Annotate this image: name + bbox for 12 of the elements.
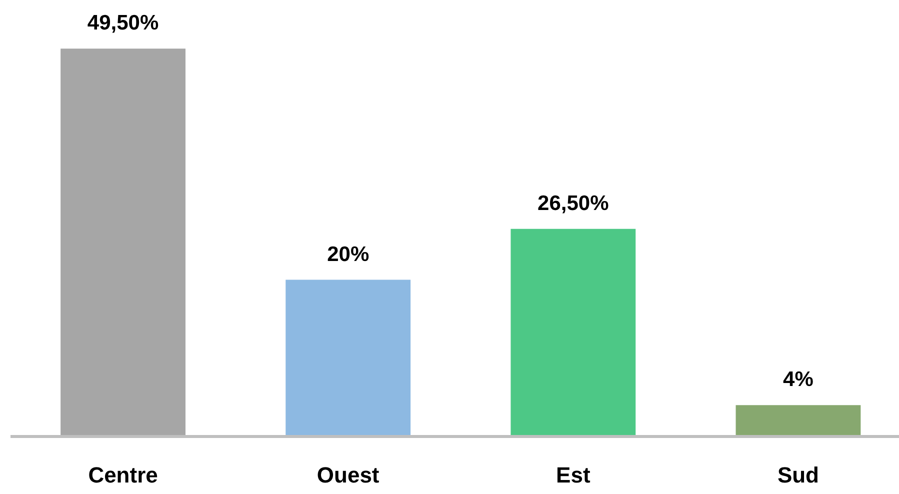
data-label: 26,50% bbox=[538, 192, 610, 215]
x-tick-label: Centre bbox=[88, 462, 158, 488]
bar bbox=[510, 228, 636, 436]
data-label: 49,50% bbox=[87, 12, 159, 35]
bar bbox=[736, 405, 861, 436]
bar bbox=[286, 280, 411, 436]
bar bbox=[60, 48, 186, 436]
x-tick-label: Sud bbox=[777, 462, 820, 488]
x-tick-label: Ouest bbox=[316, 462, 380, 488]
data-label: 20% bbox=[327, 242, 370, 266]
x-tick-label: Est bbox=[556, 462, 591, 488]
data-label: 4% bbox=[783, 368, 814, 392]
